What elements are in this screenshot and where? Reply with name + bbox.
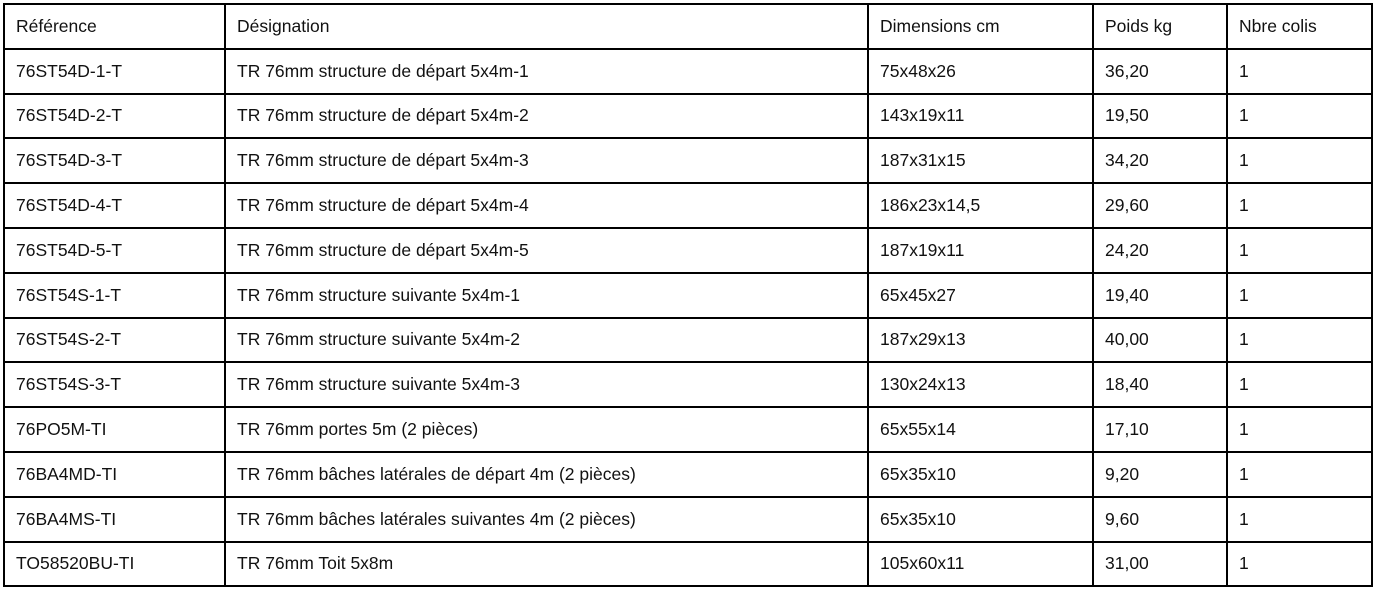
cell-weight: 19,50: [1092, 92, 1228, 140]
cell-reference: 76ST54S-3-T: [3, 361, 226, 409]
cell-designation: TR 76mm bâches latérales suivantes 4m (2…: [224, 495, 869, 543]
header-packages: Nbre colis: [1226, 3, 1373, 50]
cell-weight: 29,60: [1092, 182, 1228, 229]
cell-weight: 17,10: [1092, 406, 1228, 453]
cell-dimensions: 65x35x10: [867, 495, 1094, 543]
cell-designation: TR 76mm structure suivante 5x4m-3: [224, 361, 869, 409]
cell-designation: TR 76mm portes 5m (2 pièces): [224, 406, 869, 453]
header-dimensions: Dimensions cm: [867, 3, 1094, 50]
cell-weight: 34,20: [1092, 137, 1228, 185]
table-row: 76ST54D-3-T TR 76mm structure de départ 5…: [3, 137, 1373, 185]
table-row: 76ST54S-1-T TR 76mm structure suivante 5x…: [3, 271, 1373, 319]
cell-reference: 76ST54S-1-T: [3, 271, 226, 319]
cell-reference: 76ST54D-4-T: [3, 182, 226, 229]
table-row: 76ST54D-5-T TR 76mm structure de départ 5…: [3, 226, 1373, 274]
cell-dimensions: 65x55x14: [867, 406, 1094, 453]
cell-weight: 9,60: [1092, 495, 1228, 543]
table-row: 76PO5M-TI TR 76mm portes 5m (2 pièces) 65x…: [3, 406, 1373, 453]
cell-dimensions: 65x35x10: [867, 450, 1094, 498]
table-row: 76ST54D-1-T TR 76mm structure de départ 5…: [3, 47, 1373, 95]
cell-packages: 1: [1226, 226, 1373, 274]
cell-reference: 76ST54D-3-T: [3, 137, 226, 185]
cell-dimensions: 187x19x11: [867, 226, 1094, 274]
cell-dimensions: 186x23x14,5: [867, 182, 1094, 229]
cell-packages: 1: [1226, 540, 1373, 588]
cell-designation: TR 76mm structure de départ 5x4m-3: [224, 137, 869, 185]
cell-designation: TR 76mm structure de départ 5x4m-5: [224, 226, 869, 274]
cell-packages: 1: [1226, 450, 1373, 498]
header-designation: Désignation: [224, 3, 869, 50]
packing-table: Référence Désignation Dimensions cm Poid…: [3, 3, 1373, 588]
cell-reference: 76ST54S-2-T: [3, 316, 226, 364]
cell-packages: 1: [1226, 495, 1373, 543]
cell-weight: 19,40: [1092, 271, 1228, 319]
cell-packages: 1: [1226, 92, 1373, 140]
table-row: 76ST54S-2-T TR 76mm structure suivante 5x…: [3, 316, 1373, 364]
cell-designation: TR 76mm structure de départ 5x4m-2: [224, 92, 869, 140]
cell-packages: 1: [1226, 47, 1373, 95]
cell-reference: 76PO5M-TI: [3, 406, 226, 453]
table-row: 76ST54D-2-T TR 76mm structure de départ 5…: [3, 92, 1373, 140]
cell-reference: 76ST54D-2-T: [3, 92, 226, 140]
cell-packages: 1: [1226, 182, 1373, 229]
cell-designation: TR 76mm Toit 5x8m: [224, 540, 869, 588]
cell-packages: 1: [1226, 137, 1373, 185]
cell-reference: 76BA4MD-TI: [3, 450, 226, 498]
cell-weight: 36,20: [1092, 47, 1228, 95]
table-row: 76BA4MS-TI TR 76mm bâches latérales suiva…: [3, 495, 1373, 543]
cell-weight: 18,40: [1092, 361, 1228, 409]
cell-designation: TR 76mm structure de départ 5x4m-4: [224, 182, 869, 229]
cell-dimensions: 143x19x11: [867, 92, 1094, 140]
cell-designation: TR 76mm structure de départ 5x4m-1: [224, 47, 869, 95]
cell-designation: TR 76mm structure suivante 5x4m-2: [224, 316, 869, 364]
cell-packages: 1: [1226, 361, 1373, 409]
table-row: 76ST54S-3-T TR 76mm structure suivante 5x…: [3, 361, 1373, 409]
cell-dimensions: 105x60x11: [867, 540, 1094, 588]
cell-weight: 24,20: [1092, 226, 1228, 274]
cell-designation: TR 76mm structure suivante 5x4m-1: [224, 271, 869, 319]
table-row: 76BA4MD-TI TR 76mm bâches latérales de dé…: [3, 450, 1373, 498]
cell-reference: 76BA4MS-TI: [3, 495, 226, 543]
cell-packages: 1: [1226, 406, 1373, 453]
cell-dimensions: 130x24x13: [867, 361, 1094, 409]
cell-designation: TR 76mm bâches latérales de départ 4m (2…: [224, 450, 869, 498]
cell-reference: TO58520BU-TI: [3, 540, 226, 588]
cell-packages: 1: [1226, 271, 1373, 319]
header-weight: Poids kg: [1092, 3, 1228, 50]
header-reference: Référence: [3, 3, 226, 50]
cell-packages: 1: [1226, 316, 1373, 364]
header-row: Référence Désignation Dimensions cm Poid…: [3, 3, 1373, 50]
cell-weight: 40,00: [1092, 316, 1228, 364]
cell-reference: 76ST54D-1-T: [3, 47, 226, 95]
table-row: 76ST54D-4-T TR 76mm structure de départ 5…: [3, 182, 1373, 229]
cell-dimensions: 65x45x27: [867, 271, 1094, 319]
cell-weight: 31,00: [1092, 540, 1228, 588]
cell-dimensions: 187x29x13: [867, 316, 1094, 364]
cell-dimensions: 187x31x15: [867, 137, 1094, 185]
table-row: TO58520BU-TI TR 76mm Toit 5x8m 105x60x11 31…: [3, 540, 1373, 588]
cell-dimensions: 75x48x26: [867, 47, 1094, 95]
cell-weight: 9,20: [1092, 450, 1228, 498]
cell-reference: 76ST54D-5-T: [3, 226, 226, 274]
